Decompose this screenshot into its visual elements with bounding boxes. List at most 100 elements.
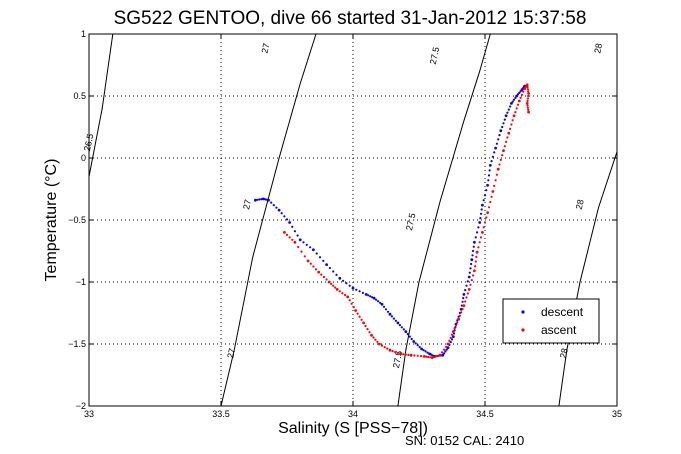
density-contour-label: 27 [260,42,272,54]
y-tick-label: −1.5 [68,339,86,349]
ascent-trace-point [413,354,416,357]
descent-trace-point [305,243,308,246]
ascent-point [462,304,466,307]
ascent-trace-point [435,355,438,358]
ascent-trace-point [511,119,514,122]
ascent-point [491,190,495,193]
descent-trace-point [275,206,278,209]
descent-trace-point [471,254,474,257]
ascent-trace-point [376,340,379,343]
descent-trace-point [482,199,485,202]
x-tick-label: 33 [84,409,94,419]
descent-point [338,276,342,280]
ascent-point [388,348,392,352]
descent-trace-point [485,189,488,192]
descent-trace-point [516,93,520,96]
descent-trace-point [512,98,516,101]
descent-trace-point [509,105,512,108]
ascent-trace-point [478,241,481,244]
descent-trace-point [468,271,471,274]
ascent-trace-point [474,260,477,263]
x-tick-label: 35 [612,409,622,419]
ascent-trace-point [479,236,483,239]
descent-trace-point [472,245,475,248]
descent-trace-point [348,284,351,287]
ascent-trace-point [453,327,456,330]
ascent-point [327,280,331,284]
descent-trace-point [507,108,510,111]
density-contours [89,34,617,406]
descent-trace-point [367,294,370,297]
descent-trace-point [474,236,477,239]
descent-trace-point [335,273,338,276]
ascent-point [507,131,511,135]
ascent-trace-point [450,333,454,336]
descent-trace-point [462,297,465,300]
descent-trace-point [296,234,299,237]
ascent-trace-point [472,274,475,277]
ascent-trace-point [303,255,306,258]
ascent-trace-point [391,350,394,353]
descent-point [404,330,408,333]
ascent-trace-point [482,226,485,229]
density-contour-line [220,34,317,406]
ascent-trace-point [368,331,371,334]
ascent-point [451,330,455,333]
descent-point [325,263,328,266]
ascent-point [525,83,529,87]
ascent-point [496,167,500,171]
ascent-trace-point [526,104,529,107]
ascent-trace-point [460,311,463,314]
descent-trace-point [488,169,491,172]
ascent-trace-point [516,103,520,106]
descent-trace-point [285,218,289,221]
x-tick-label: 33.5 [212,409,230,419]
ascent-trace-point [320,273,323,276]
ascent-trace-point [461,307,464,311]
ascent-trace-point [322,275,326,279]
ascent-trace-point [526,88,530,91]
density-contour-label: 28 [574,199,586,211]
ascent-point [370,333,373,337]
x-axis-label: Salinity (S [PSS−78]) [278,420,428,437]
descent-trace-point [443,352,446,355]
ascent-trace-point [358,315,361,318]
ascent-trace-point [526,99,529,103]
ascent-trace-point [285,233,289,236]
descent-trace-point [506,111,509,114]
ascent-point [527,110,530,114]
descent-trace-point [418,346,421,349]
descent-trace-point [477,226,480,229]
descent-trace-point [390,315,393,318]
descent-point [504,114,508,118]
descent-trace-point [426,351,429,354]
ascent-trace-point [332,284,335,287]
descent-trace-point [402,328,405,331]
density-contour-label: 27 [225,347,237,359]
ascent-trace-point [330,282,333,285]
descent-trace-point [476,231,479,234]
descent-trace-point [328,266,331,270]
descent-trace-point [258,198,261,201]
ascent-trace-point [522,90,525,93]
ascent-trace-point [427,355,430,359]
descent-trace-point [280,212,283,215]
ascent-trace-point [501,154,504,157]
ascent-trace-point [338,290,341,293]
descent-trace-point [382,305,386,308]
density-contour-line [558,151,617,406]
descent-trace-point [293,230,296,233]
ascent-point [457,317,460,321]
ascent-point [525,102,529,105]
ascent-trace-point [404,353,407,356]
ascent-trace-point [416,354,419,357]
ascent-trace-point [454,324,458,327]
descent-trace-point [501,125,504,129]
descent-trace-point [493,151,496,154]
descent-point [488,164,492,167]
ascent-trace-point [396,351,399,355]
descent-trace-point [416,344,419,347]
ascent-trace-point [475,255,478,258]
descent-trace-point [272,204,275,207]
